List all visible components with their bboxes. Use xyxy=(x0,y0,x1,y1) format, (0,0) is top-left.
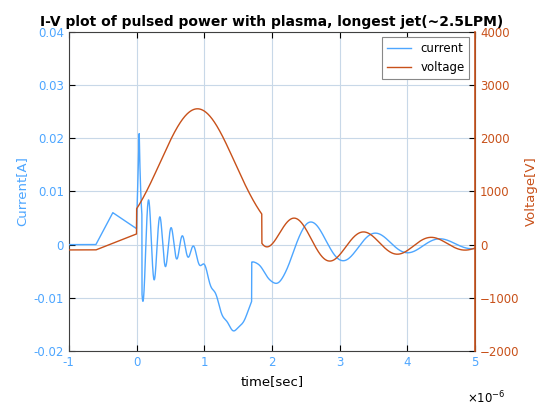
Y-axis label: Current[A]: Current[A] xyxy=(15,156,28,226)
Title: I-V plot of pulsed power with plasma, longest jet(~2.5LPM): I-V plot of pulsed power with plasma, lo… xyxy=(40,15,504,29)
current xyxy=(136,131,143,136)
Line: voltage: voltage xyxy=(69,109,475,261)
X-axis label: time[sec]: time[sec] xyxy=(241,375,304,388)
Line: current: current xyxy=(69,134,475,331)
current xyxy=(367,232,373,237)
voltage xyxy=(326,259,333,264)
voltage xyxy=(472,246,478,251)
Text: $\times10^{-6}$: $\times10^{-6}$ xyxy=(467,390,506,407)
voltage xyxy=(324,258,330,263)
voltage xyxy=(367,232,373,237)
current xyxy=(388,242,395,247)
current xyxy=(306,220,312,225)
Y-axis label: Voltage[V]: Voltage[V] xyxy=(525,156,538,226)
voltage xyxy=(86,247,92,252)
current xyxy=(86,242,92,247)
voltage xyxy=(65,247,72,252)
voltage xyxy=(194,106,201,111)
current xyxy=(231,328,237,333)
voltage xyxy=(388,250,395,255)
current xyxy=(212,292,219,297)
Legend: current, voltage: current, voltage xyxy=(383,37,469,79)
current xyxy=(324,240,330,245)
voltage xyxy=(306,233,312,238)
current xyxy=(65,242,72,247)
current xyxy=(472,246,478,251)
voltage xyxy=(212,122,219,127)
